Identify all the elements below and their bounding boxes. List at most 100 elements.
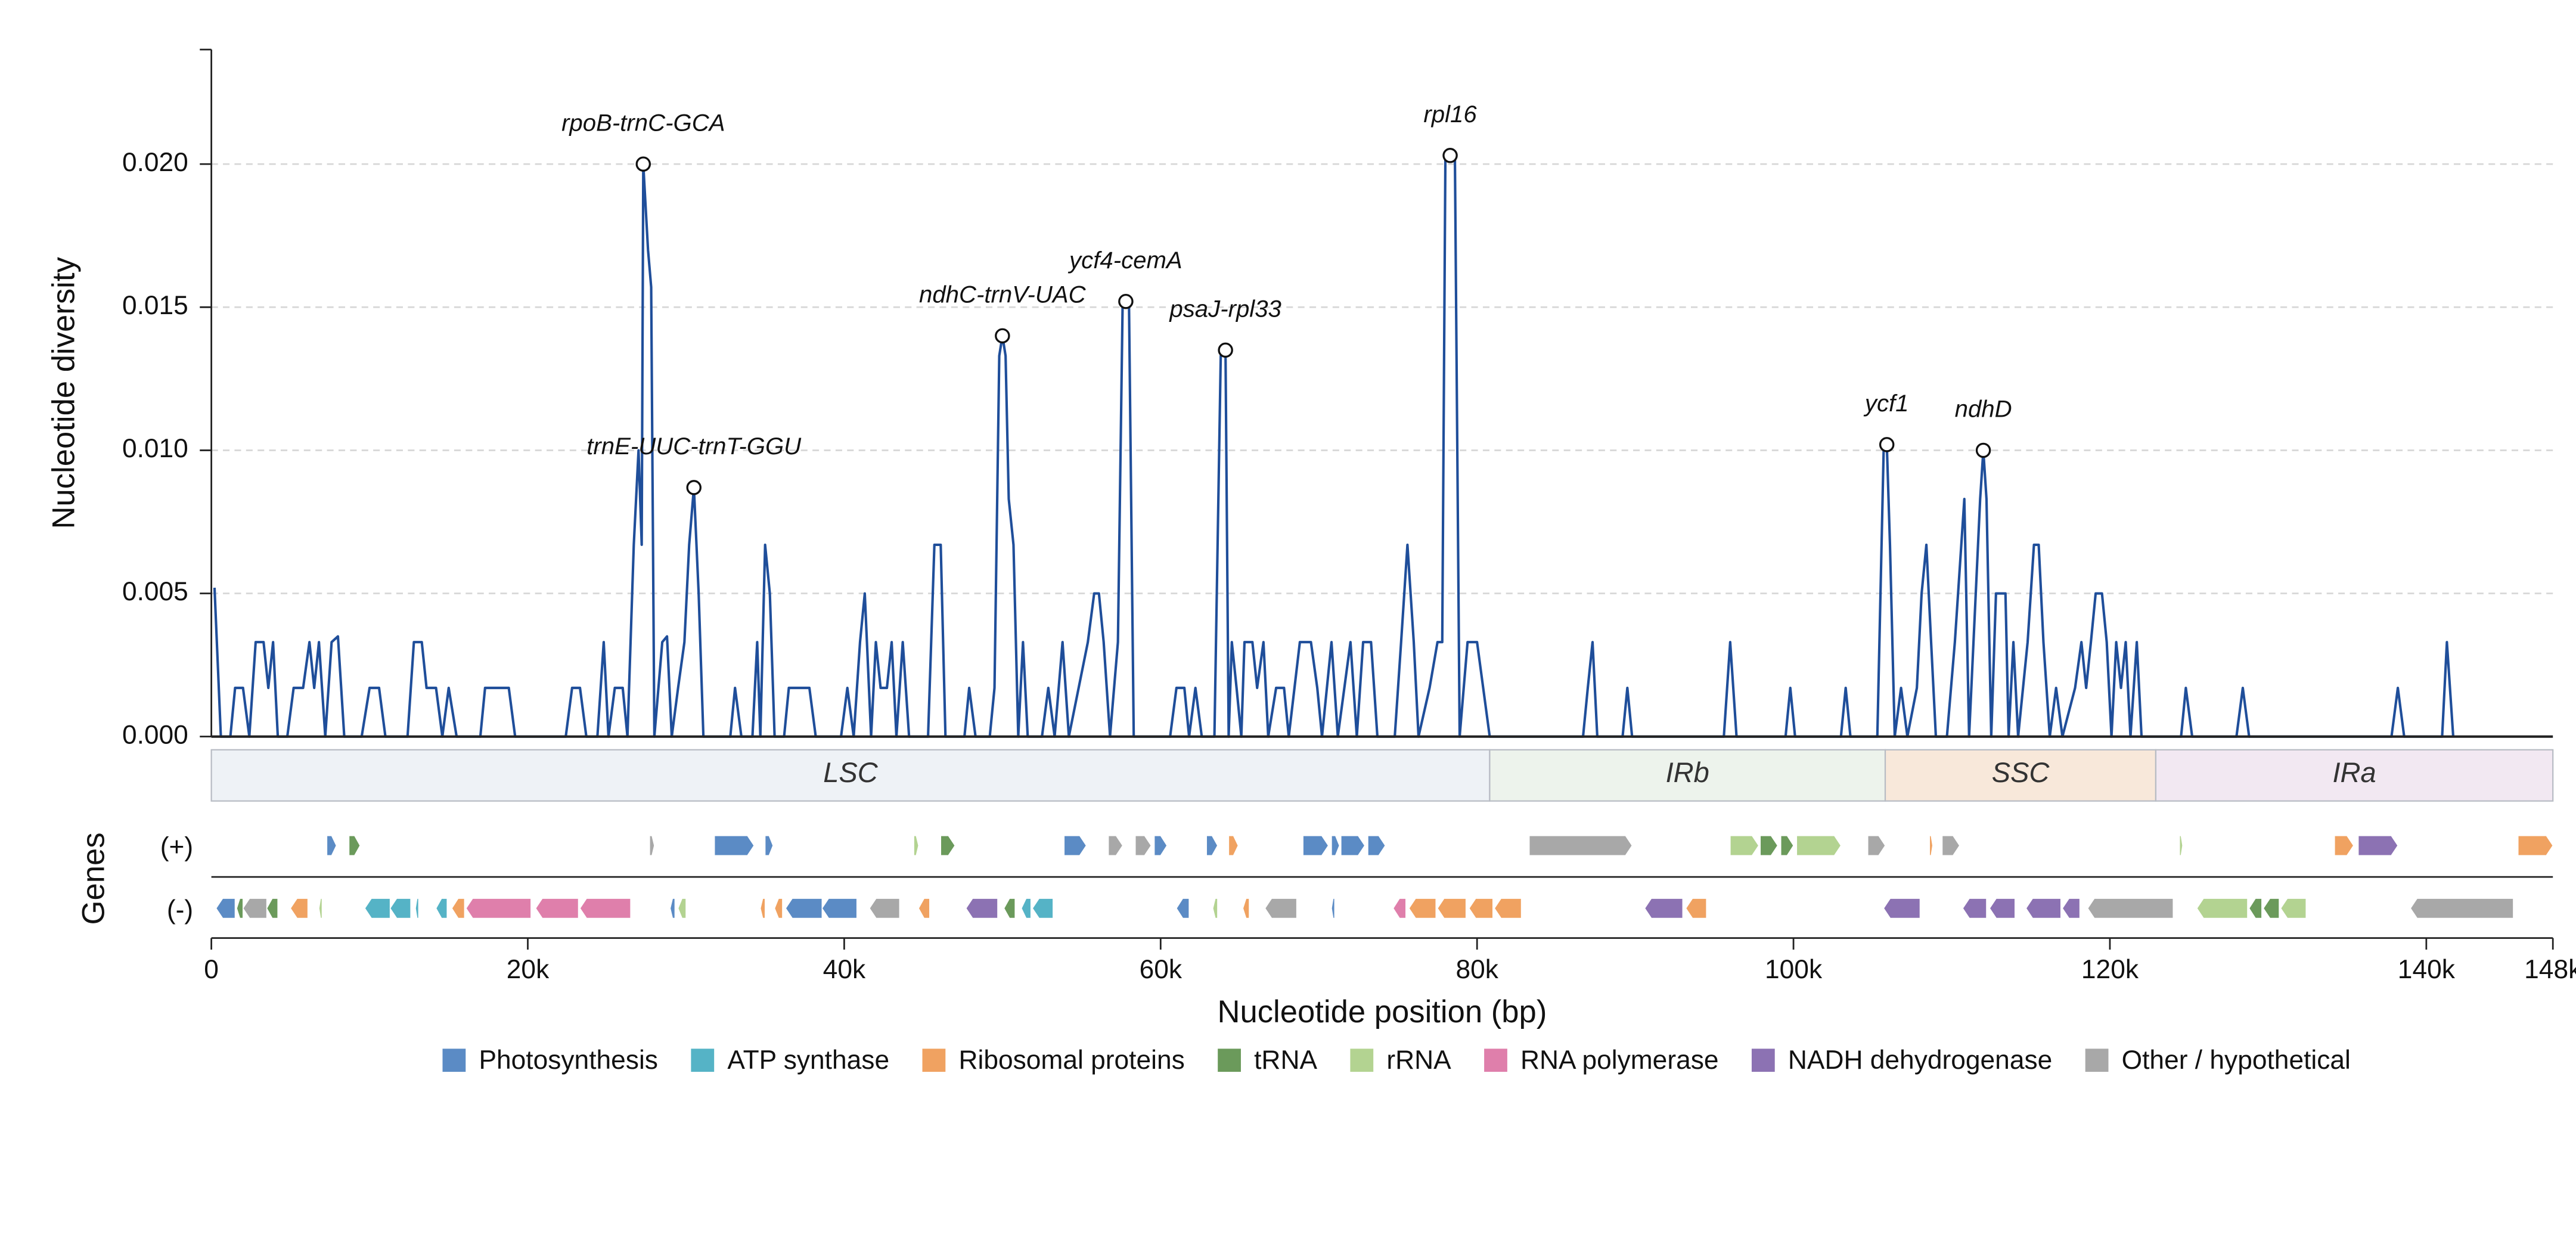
gene xyxy=(348,835,361,856)
gene xyxy=(242,898,268,919)
gene xyxy=(913,835,919,856)
region-label: SSC xyxy=(1992,756,2050,788)
peak-marker xyxy=(1218,342,1233,358)
gene xyxy=(714,835,755,856)
x-tick-label: 140k xyxy=(2398,955,2456,984)
peak-label: rpoB-trnC-GCA xyxy=(561,109,725,136)
region xyxy=(2155,749,2554,802)
y-tick-label: 0.005 xyxy=(122,577,188,606)
gene xyxy=(465,898,532,919)
legend-label: Other / hypothetical xyxy=(2122,1046,2351,1075)
gene xyxy=(869,898,901,919)
gene xyxy=(1780,835,1794,856)
y-tick-label: 0.010 xyxy=(122,434,188,463)
legend-label: NADH dehydrogenase xyxy=(1788,1046,2052,1075)
legend-label: RNA polymerase xyxy=(1520,1046,1718,1075)
gene xyxy=(1962,898,1987,919)
gene xyxy=(1494,898,1522,919)
legend-label: Photosynthesis xyxy=(479,1046,658,1075)
gene xyxy=(2025,898,2062,919)
gene xyxy=(1392,898,1407,919)
gene xyxy=(649,835,655,856)
x-tick-label: 0 xyxy=(204,955,219,984)
gene xyxy=(1206,835,1218,856)
x-tick-label: 60k xyxy=(1140,955,1183,984)
peak-label: ycf4-cemA xyxy=(1067,247,1183,274)
gene xyxy=(1408,898,1436,919)
gene xyxy=(389,898,411,919)
peak-marker xyxy=(635,156,651,172)
x-tick-label: 100k xyxy=(1765,955,1823,984)
peak-marker xyxy=(995,328,1010,344)
gene xyxy=(1796,835,1842,856)
gene xyxy=(760,898,766,919)
minus-strand-label: (-) xyxy=(167,895,193,925)
gene xyxy=(290,898,309,919)
gene xyxy=(1436,898,1467,919)
gene xyxy=(1003,898,1016,919)
peak-label: ycf1 xyxy=(1863,390,1909,417)
gene xyxy=(2518,835,2554,856)
gene xyxy=(579,898,631,919)
gene xyxy=(1867,835,1886,856)
legend-swatch xyxy=(2085,1049,2109,1072)
gene xyxy=(1989,898,2016,919)
peak-label: trnE-UUC-trnT-GGU xyxy=(586,433,802,460)
peak-marker xyxy=(1879,437,1895,452)
gene xyxy=(1242,898,1250,919)
x-axis-label: Nucleotide position (bp) xyxy=(1217,994,1547,1029)
gene xyxy=(764,835,774,856)
gene xyxy=(1135,835,1152,856)
gene xyxy=(435,898,448,919)
gene xyxy=(451,898,465,919)
gene xyxy=(2262,898,2280,919)
gene xyxy=(2248,898,2262,919)
gene xyxy=(2179,835,2183,856)
gene xyxy=(1228,835,1239,856)
region-label: IRa xyxy=(2332,756,2376,788)
gene xyxy=(1063,835,1087,856)
peak-label: ndhC-trnV-UAC xyxy=(919,281,1087,308)
gene xyxy=(1929,835,1933,856)
legend-label: ATP synthase xyxy=(727,1046,889,1075)
gene xyxy=(2358,835,2398,856)
gene xyxy=(535,898,579,919)
gene xyxy=(1331,898,1335,919)
gene xyxy=(2410,898,2514,919)
gene xyxy=(821,898,858,919)
gene xyxy=(2196,898,2248,919)
gene xyxy=(785,898,823,919)
gene xyxy=(364,898,391,919)
y-tick-label: 0.020 xyxy=(122,148,188,177)
gene xyxy=(1730,835,1759,856)
gene xyxy=(1020,898,1032,919)
gene xyxy=(2062,898,2081,919)
legend-swatch xyxy=(1350,1049,1374,1072)
gene xyxy=(1302,835,1329,856)
gene xyxy=(1108,835,1123,856)
gene xyxy=(965,898,998,919)
legend-swatch xyxy=(1484,1049,1507,1072)
gene xyxy=(1469,898,1494,919)
plus-strand-label: (+) xyxy=(160,833,193,862)
gene xyxy=(1340,835,1365,856)
legend-label: rRNA xyxy=(1386,1046,1451,1075)
gene xyxy=(2280,898,2307,919)
x-tick-label: 40k xyxy=(823,955,866,984)
gene xyxy=(1685,898,1707,919)
y-tick-label: 0.000 xyxy=(122,720,188,749)
peak-marker xyxy=(1442,148,1458,163)
gene xyxy=(1212,898,1218,919)
gene xyxy=(1367,835,1386,856)
peak-marker xyxy=(1975,442,1991,458)
gene xyxy=(2087,898,2174,919)
region xyxy=(1884,749,2157,802)
legend-swatch xyxy=(1751,1049,1775,1072)
x-tick-label: 120k xyxy=(2081,955,2139,984)
gene xyxy=(1529,835,1633,856)
gene xyxy=(669,898,676,919)
gene xyxy=(1153,835,1168,856)
gene xyxy=(1759,835,1779,856)
gene xyxy=(1264,898,1298,919)
gene xyxy=(1331,835,1340,856)
